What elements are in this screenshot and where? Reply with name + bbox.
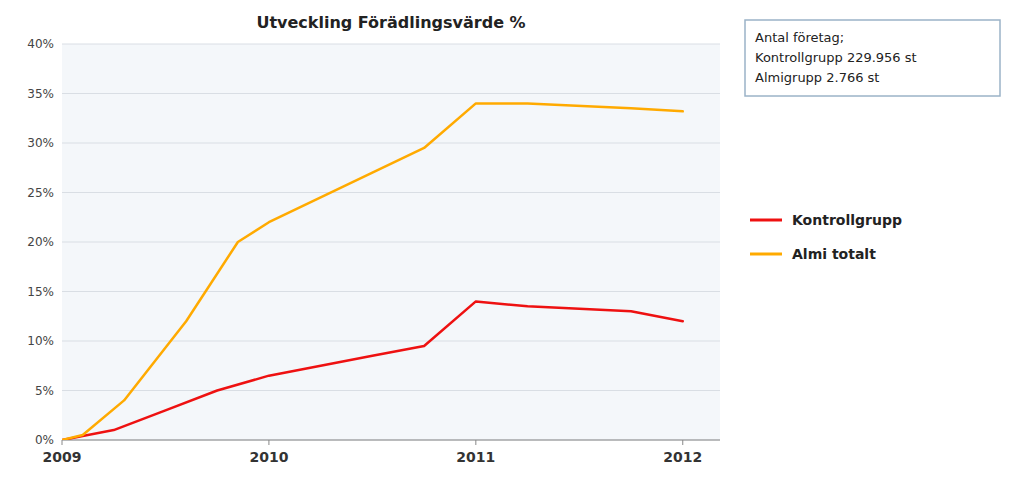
legend-label: Kontrollgrupp (792, 212, 902, 228)
y-tick-label: 35% (27, 87, 54, 101)
y-tick-label: 30% (27, 136, 54, 150)
legend-label: Almi totalt (792, 246, 876, 262)
x-tick-label: 2009 (43, 449, 82, 465)
grid-line (62, 291, 720, 292)
legend-swatch (750, 219, 782, 222)
grid-line (62, 440, 720, 441)
x-tick-label: 2010 (249, 449, 288, 465)
x-axis: 2009 2010 2011 2012 (43, 440, 720, 465)
series-line (62, 301, 683, 440)
y-tick-label: 5% (35, 384, 54, 398)
grid-line (62, 143, 720, 144)
annotation-text: Kontrollgrupp 229.956 st (755, 50, 917, 65)
x-tick (268, 440, 269, 445)
x-tick (475, 440, 476, 445)
grid-line (62, 93, 720, 94)
title: Utveckling Förädlingsvärde % (256, 13, 525, 32)
legend: Kontrollgrupp Almi totalt (750, 212, 902, 262)
y-tick-label: 10% (27, 334, 54, 348)
y-tick-label: 15% (27, 285, 54, 299)
legend-swatch (750, 253, 782, 256)
x-axis-line (62, 439, 720, 440)
grid-line (62, 390, 720, 391)
annotation-text: Antal företag; (755, 30, 844, 45)
y-axis: 0% 5% 10% 15% 20% 25% 30% 35% 40% (27, 37, 720, 447)
annotation-text: Almigrupp 2.766 st (755, 70, 879, 85)
x-tick (682, 440, 683, 445)
x-tick-label: 2011 (456, 449, 495, 465)
y-tick-label: 25% (27, 186, 54, 200)
series-line (62, 103, 683, 440)
x-tick-label: 2012 (663, 449, 702, 465)
annotation-box (745, 20, 1000, 96)
series-group (62, 103, 683, 440)
grid-line (62, 341, 720, 342)
y-tick-label: 0% (35, 433, 54, 447)
y-tick-label: 40% (27, 37, 54, 51)
x-tick (62, 440, 63, 445)
chart: 0% 5% 10% 15% 20% 25% 30% 35% 40% 2009 2010 2011 201… (0, 0, 1023, 495)
grid-line (62, 242, 720, 243)
y-tick-label: 20% (27, 235, 54, 249)
grid-line (62, 192, 720, 193)
annotation: Antal företag; Kontrollgrupp 229.956 st Al… (745, 20, 1000, 96)
grid-line (62, 44, 720, 45)
plot-area (62, 44, 720, 440)
